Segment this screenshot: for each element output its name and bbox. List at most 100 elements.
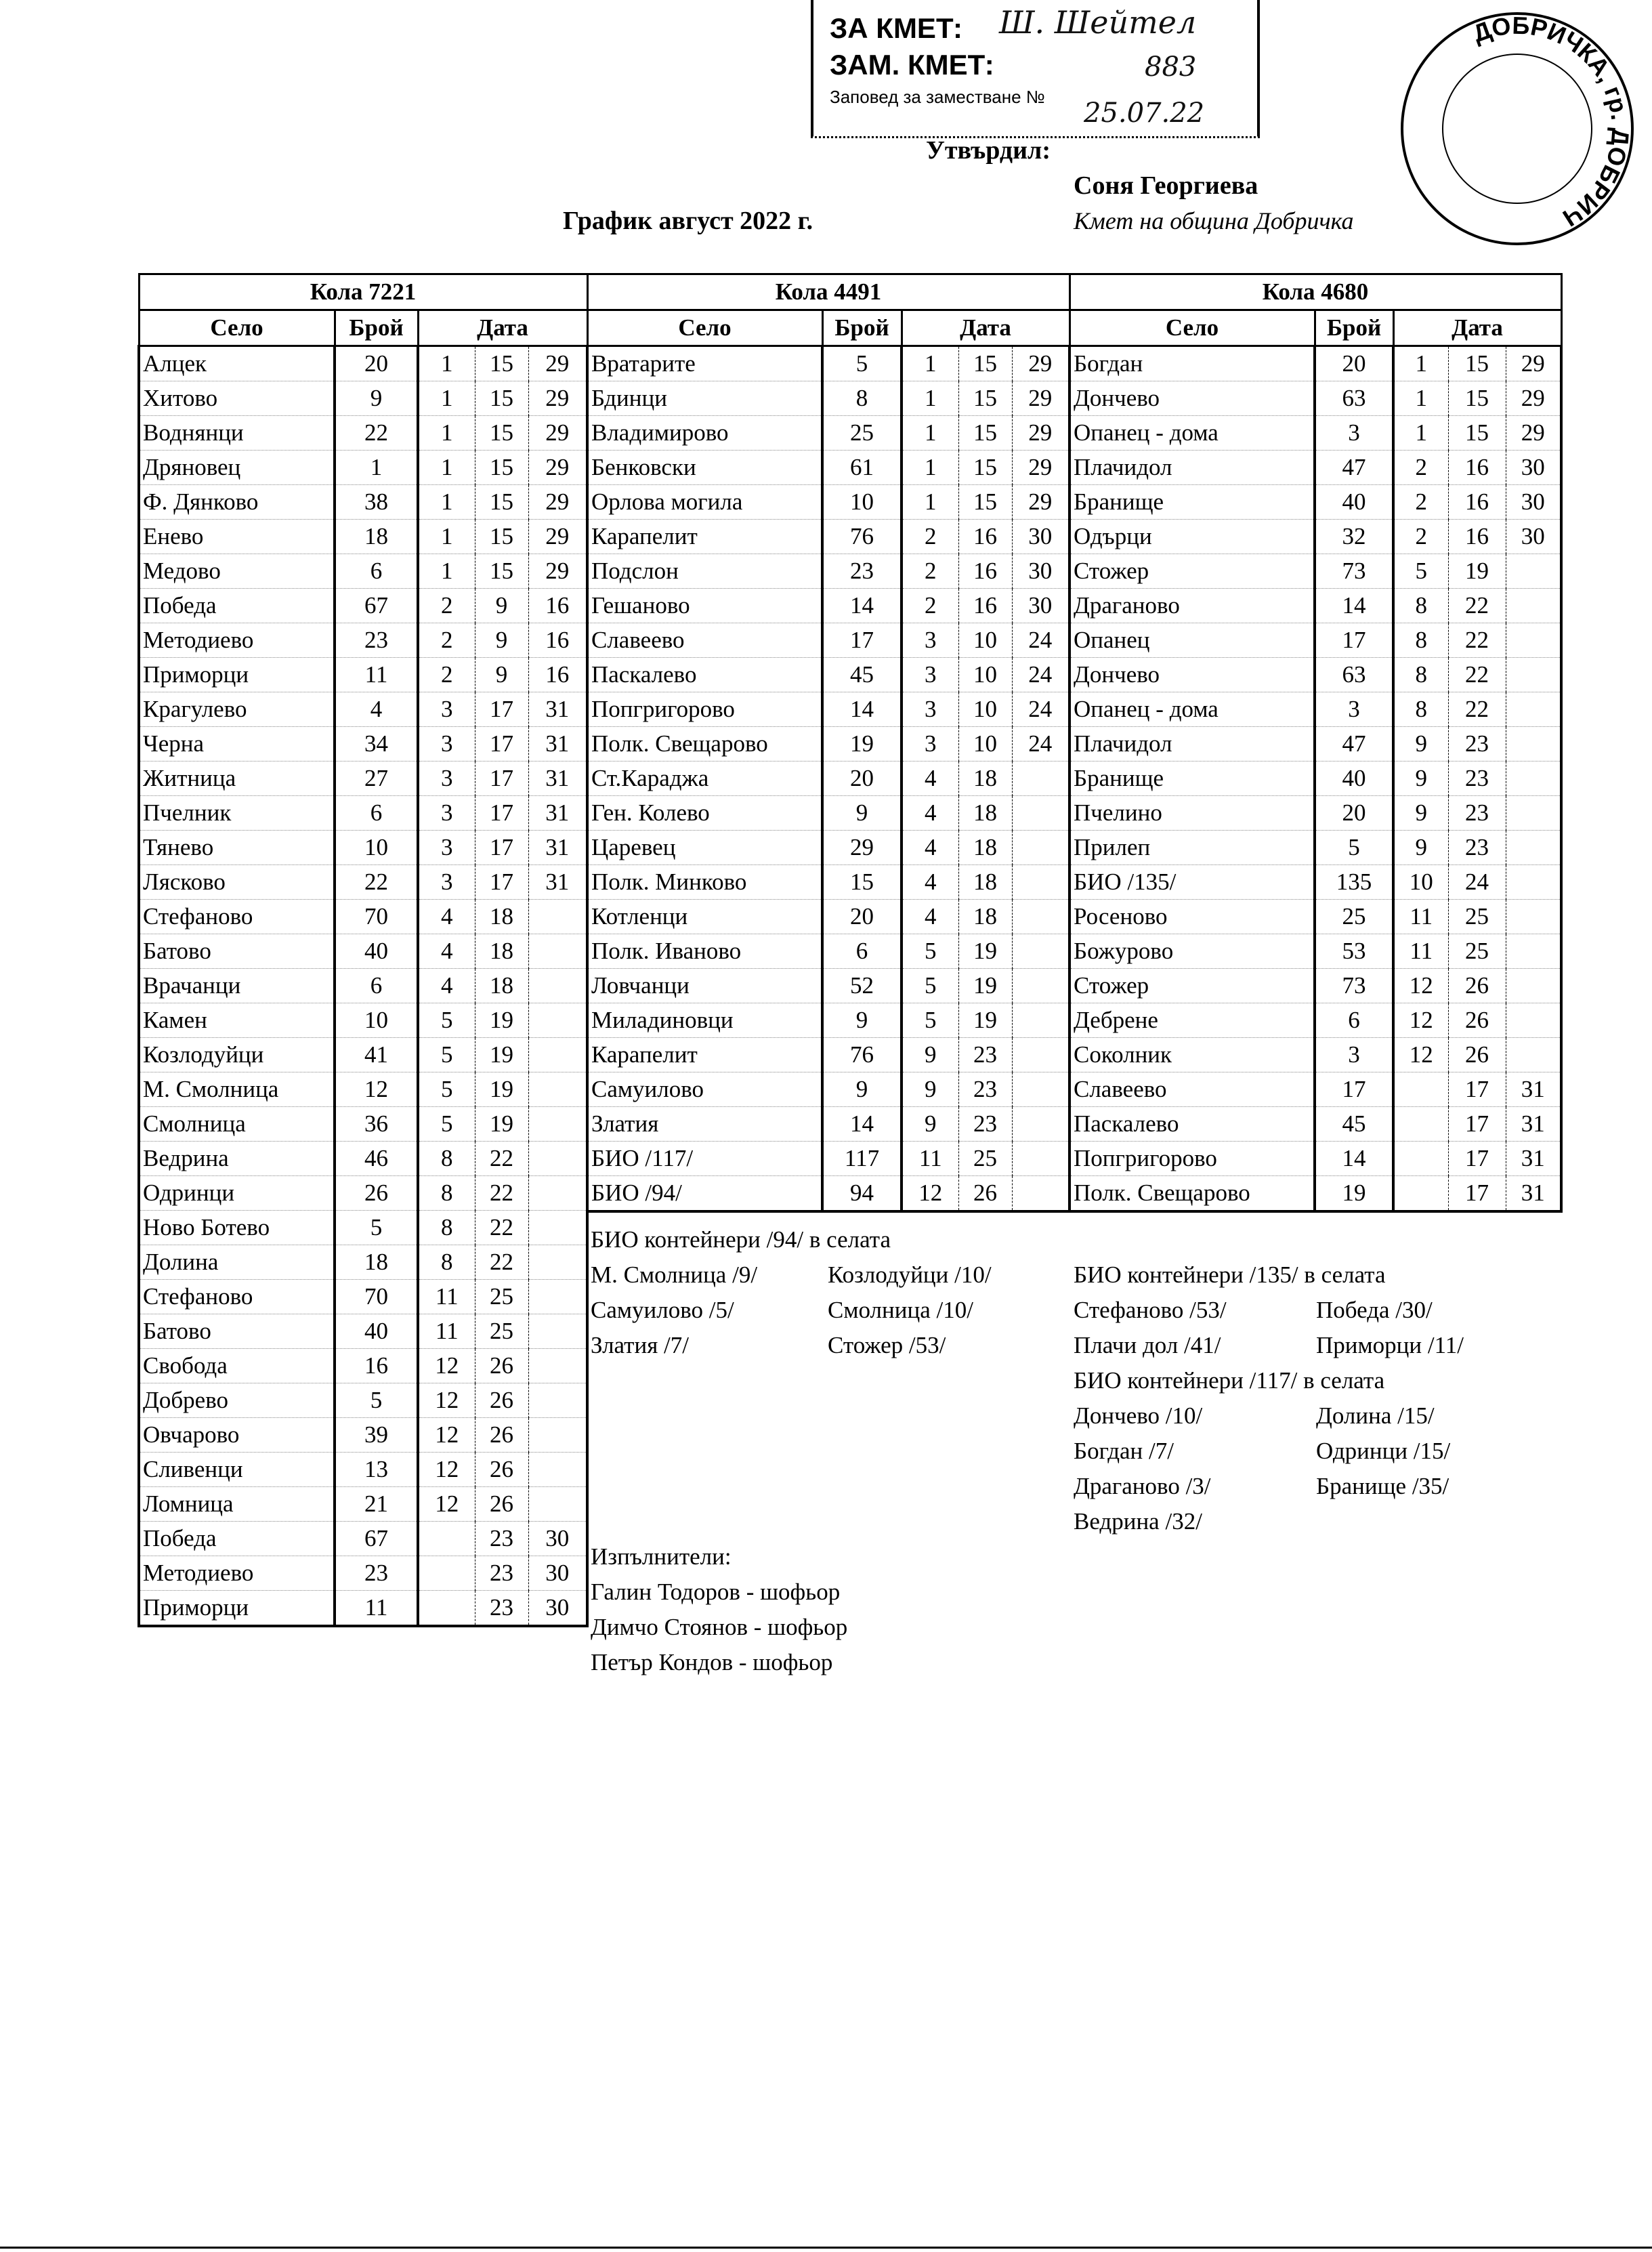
table-row: Победа 67 23 30 xyxy=(137,1521,589,1556)
village-cell: Вратарите xyxy=(586,346,824,381)
executor-item: Димчо Стоянов - шофьор xyxy=(591,1614,848,1640)
village-cell: Добрево xyxy=(137,1383,336,1418)
date-cell xyxy=(528,1314,589,1349)
count-cell: 18 xyxy=(335,519,419,554)
village-cell: БИО /94/ xyxy=(586,1175,824,1213)
village-cell: Драганово xyxy=(1068,588,1316,623)
date-cell: 11 xyxy=(418,1314,475,1349)
table-row: Гешаново 14 2 16 30 xyxy=(586,588,1072,623)
date-cell: 8 xyxy=(418,1210,475,1245)
village-cell: Паскалево xyxy=(586,657,824,692)
bio94-title: БИО контейнери /94/ в селата xyxy=(591,1226,891,1253)
table-row: Батово 40 11 25 xyxy=(137,1314,589,1349)
date-cell: 2 xyxy=(418,657,475,692)
village-cell: Орлова могила xyxy=(586,484,824,520)
date-cell: 12 xyxy=(1393,968,1449,1003)
date-cell: 5 xyxy=(902,934,959,969)
village-column-header: Село xyxy=(1068,309,1316,347)
table-row: Бранище 40 9 23 xyxy=(1068,761,1563,796)
count-cell: 73 xyxy=(1315,968,1395,1003)
table-row: Вратарите 5 1 15 29 xyxy=(586,346,1072,381)
date-cell xyxy=(528,1383,589,1418)
date-cell: 9 xyxy=(902,1106,959,1142)
village-cell: Плачидол xyxy=(1068,726,1316,762)
date-cell xyxy=(1506,588,1563,623)
date-cell: 26 xyxy=(475,1383,529,1418)
date-cell: 26 xyxy=(1448,1003,1506,1038)
date-cell: 16 xyxy=(958,588,1013,623)
count-cell: 11 xyxy=(335,1590,419,1627)
village-cell: БИО /135/ xyxy=(1068,864,1316,900)
handwritten-signature: Ш. Шейтел xyxy=(999,4,1197,41)
table-row: Долина 18 8 22 xyxy=(137,1245,589,1280)
count-cell: 67 xyxy=(335,1521,419,1556)
vehicle-header: Кола 4680 xyxy=(1068,273,1563,311)
table-row: Ломница 21 12 26 xyxy=(137,1486,589,1522)
village-cell: Воднянци xyxy=(137,415,336,451)
village-column-header: Село xyxy=(137,309,336,347)
date-cell: 5 xyxy=(1393,554,1449,589)
count-cell: 12 xyxy=(335,1072,419,1107)
date-cell: 30 xyxy=(1012,519,1072,554)
date-cell: 29 xyxy=(1012,415,1072,451)
village-cell: Стожер xyxy=(1068,968,1316,1003)
date-cell: 22 xyxy=(475,1175,529,1211)
count-cell: 10 xyxy=(822,484,903,520)
bio94-item: Смолница /10/ xyxy=(828,1297,973,1323)
village-cell: Крагулево xyxy=(137,692,336,727)
date-cell: 2 xyxy=(1393,519,1449,554)
village-cell: Дряновец xyxy=(137,450,336,485)
bio94-item: М. Смолница /9/ xyxy=(591,1261,758,1288)
count-cell: 47 xyxy=(1315,726,1395,762)
village-cell: Котленци xyxy=(586,899,824,934)
date-cell: 23 xyxy=(475,1590,529,1627)
order-number-label: Заповед за заместване № xyxy=(830,87,1045,107)
date-cell: 24 xyxy=(1012,726,1072,762)
date-cell xyxy=(528,899,589,934)
village-cell: Паскалево xyxy=(1068,1106,1316,1142)
date-cell xyxy=(1506,692,1563,727)
table-row: Ф. Дянково 38 1 15 29 xyxy=(137,484,589,520)
date-cell xyxy=(528,1003,589,1038)
date-cell: 10 xyxy=(958,692,1013,727)
date-cell: 17 xyxy=(475,864,529,900)
date-cell: 17 xyxy=(475,795,529,831)
date-cell: 16 xyxy=(958,554,1013,589)
date-cell: 19 xyxy=(958,934,1013,969)
date-cell xyxy=(1393,1175,1449,1213)
date-cell: 16 xyxy=(528,588,589,623)
date-cell: 23 xyxy=(958,1037,1013,1072)
date-cell: 30 xyxy=(1012,554,1072,589)
date-cell xyxy=(528,1348,589,1383)
village-cell: Ловчанци xyxy=(586,968,824,1003)
date-cell: 17 xyxy=(1448,1106,1506,1142)
count-cell: 6 xyxy=(1315,1003,1395,1038)
count-cell: 8 xyxy=(822,381,903,416)
date-cell: 1 xyxy=(418,484,475,520)
count-cell: 14 xyxy=(822,588,903,623)
date-cell: 18 xyxy=(958,899,1013,934)
village-cell: Карапелит xyxy=(586,519,824,554)
date-cell: 25 xyxy=(475,1314,529,1349)
date-cell: 30 xyxy=(1012,588,1072,623)
count-cell: 4 xyxy=(335,692,419,727)
date-cell: 31 xyxy=(528,726,589,762)
bio135-item: Приморци /11/ xyxy=(1316,1332,1464,1358)
date-cell: 19 xyxy=(475,1037,529,1072)
date-cell: 18 xyxy=(958,761,1013,796)
date-cell: 31 xyxy=(528,795,589,831)
date-cell: 26 xyxy=(475,1486,529,1522)
village-cell: Полк. Свещарово xyxy=(1068,1175,1316,1213)
date-cell: 26 xyxy=(1448,1037,1506,1072)
date-cell: 11 xyxy=(902,1141,959,1176)
table-row: Плачидол 47 9 23 xyxy=(1068,726,1563,762)
table-row: Ст.Караджа 20 4 18 xyxy=(586,761,1072,796)
count-cell: 63 xyxy=(1315,381,1395,416)
village-cell: Дончево xyxy=(1068,381,1316,416)
count-cell: 53 xyxy=(1315,934,1395,969)
date-cell: 31 xyxy=(528,692,589,727)
village-cell: Самуилово xyxy=(586,1072,824,1107)
village-cell: Методиево xyxy=(137,1556,336,1591)
village-cell: Камен xyxy=(137,1003,336,1038)
date-cell: 4 xyxy=(902,899,959,934)
